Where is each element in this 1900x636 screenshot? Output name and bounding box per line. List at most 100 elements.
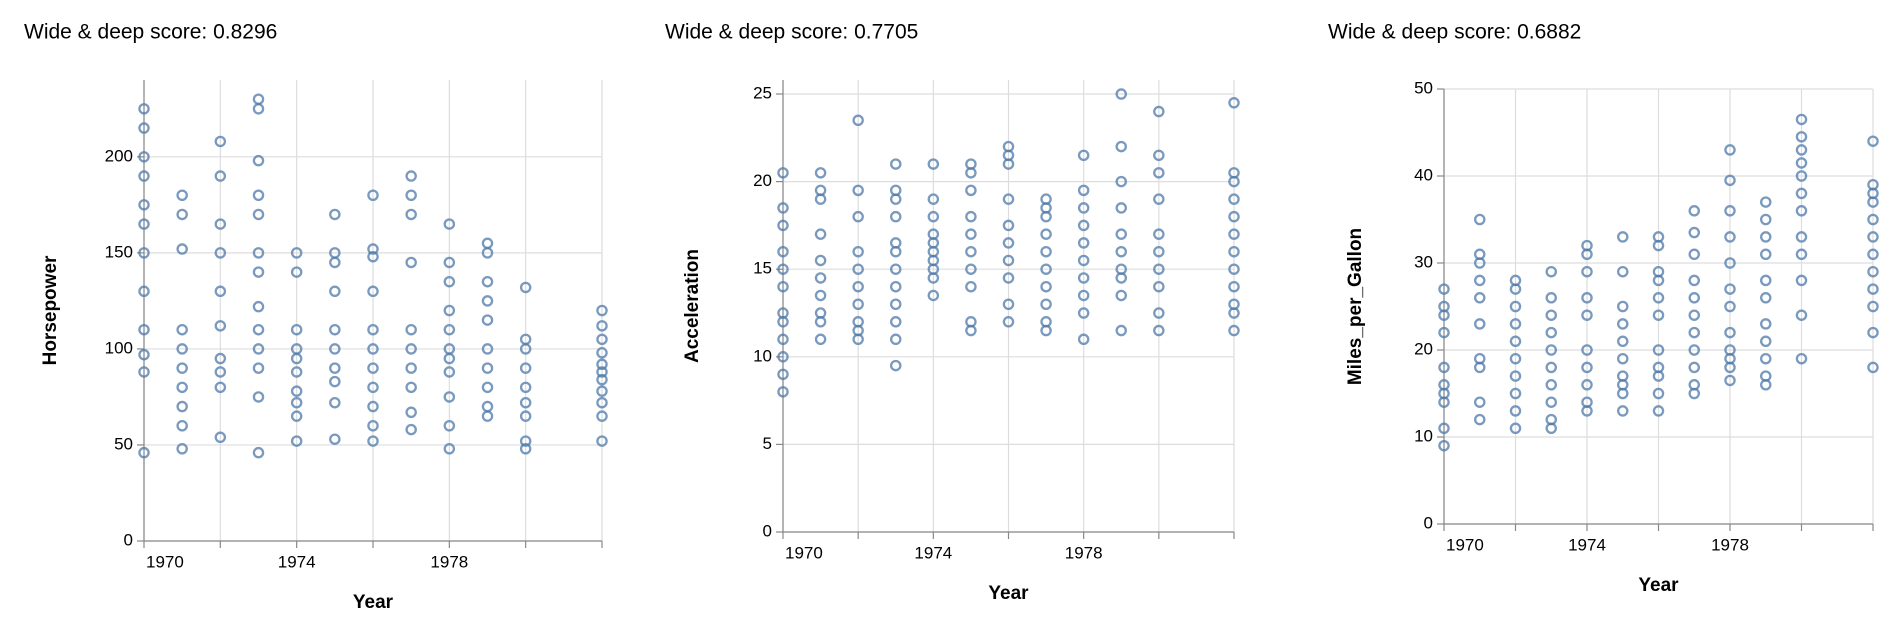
point xyxy=(1581,309,1593,321)
point xyxy=(1760,213,1772,226)
point xyxy=(927,193,940,205)
point xyxy=(1438,361,1450,374)
point xyxy=(777,167,789,179)
point xyxy=(1617,335,1629,348)
point xyxy=(1545,326,1558,339)
point xyxy=(596,373,608,386)
point xyxy=(1474,361,1486,374)
point xyxy=(1795,274,1808,287)
point xyxy=(1438,439,1450,452)
point xyxy=(214,135,227,148)
point xyxy=(1153,245,1165,258)
point xyxy=(1153,167,1165,179)
point xyxy=(443,352,456,365)
point xyxy=(329,256,341,269)
point xyxy=(596,320,608,332)
point xyxy=(1867,231,1879,243)
y-tick-label: 15 xyxy=(753,259,772,278)
point xyxy=(252,323,265,336)
point xyxy=(1867,213,1879,226)
point xyxy=(443,391,456,403)
point xyxy=(443,419,456,432)
point xyxy=(443,256,456,269)
point xyxy=(1228,193,1240,205)
point xyxy=(367,189,379,201)
point xyxy=(443,323,456,336)
point xyxy=(1115,289,1128,302)
point xyxy=(176,208,188,221)
point xyxy=(814,272,827,284)
x-axis-title: Year xyxy=(1638,575,1679,596)
point xyxy=(927,210,940,223)
point xyxy=(138,285,150,298)
point xyxy=(1228,97,1240,109)
point xyxy=(965,245,977,258)
point xyxy=(777,245,789,258)
point xyxy=(1760,335,1772,348)
point xyxy=(1724,231,1736,243)
point xyxy=(1077,333,1090,346)
point xyxy=(1581,248,1593,261)
point xyxy=(443,443,456,455)
point xyxy=(1077,254,1090,267)
point xyxy=(890,280,902,293)
chart-title: Wide & deep score: 0.8296 xyxy=(24,21,277,44)
point xyxy=(1652,239,1665,252)
y-tick-label: 50 xyxy=(114,434,133,453)
point xyxy=(1688,387,1701,400)
point xyxy=(777,368,789,381)
point xyxy=(1760,231,1772,243)
point xyxy=(1724,205,1736,217)
point xyxy=(1228,324,1240,337)
point xyxy=(1760,274,1772,287)
point xyxy=(1002,237,1015,249)
point xyxy=(252,266,265,278)
point xyxy=(1040,245,1052,258)
point xyxy=(1760,196,1772,208)
point xyxy=(1867,196,1879,208)
point xyxy=(176,419,188,432)
point xyxy=(1724,300,1736,313)
point xyxy=(965,324,977,337)
point xyxy=(290,385,303,397)
point xyxy=(1153,193,1165,205)
y-tick-label: 200 xyxy=(105,146,133,165)
point xyxy=(1724,257,1736,269)
point xyxy=(443,366,456,378)
point xyxy=(965,228,977,240)
point xyxy=(1652,387,1665,400)
point xyxy=(367,419,379,432)
point xyxy=(405,343,417,355)
point xyxy=(329,285,341,298)
point xyxy=(1115,175,1128,188)
point xyxy=(1509,422,1522,435)
point xyxy=(1760,248,1772,261)
point xyxy=(1153,324,1165,337)
x-axis-title: Year xyxy=(988,583,1029,604)
point xyxy=(1153,228,1165,240)
point xyxy=(290,247,303,259)
point xyxy=(1077,307,1090,319)
point xyxy=(1040,210,1052,223)
point xyxy=(519,343,532,355)
point xyxy=(890,359,902,372)
point xyxy=(138,103,150,115)
point xyxy=(481,410,494,422)
x-tick-label: 1970 xyxy=(1446,535,1484,554)
point xyxy=(367,435,379,447)
point xyxy=(138,366,150,378)
point xyxy=(138,446,150,459)
scatter-chart: Wide & deep score: 0.6882 0 10 20 30 40 50 1970… xyxy=(1328,21,1879,596)
point xyxy=(252,391,265,403)
point xyxy=(481,381,494,394)
point xyxy=(814,333,827,346)
point xyxy=(1652,292,1665,304)
y-axis-title: Acceleration xyxy=(682,249,703,363)
point xyxy=(138,199,150,211)
point xyxy=(1724,326,1736,339)
point xyxy=(1153,149,1165,162)
point xyxy=(1228,210,1240,223)
point xyxy=(965,184,977,197)
y-tick-label: 10 xyxy=(1414,426,1433,445)
point xyxy=(290,435,303,447)
